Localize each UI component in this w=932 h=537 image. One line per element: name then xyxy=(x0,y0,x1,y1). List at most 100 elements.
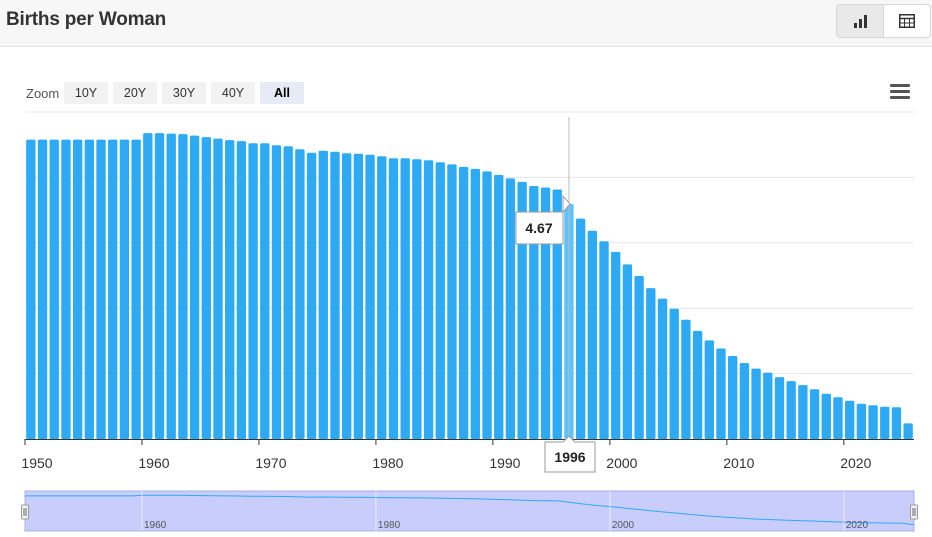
hamburger-menu-icon[interactable] xyxy=(890,84,910,100)
bar-1988 xyxy=(470,168,481,439)
bar-1969 xyxy=(248,143,258,439)
bar-2022 xyxy=(868,405,878,439)
bar-1953 xyxy=(61,139,71,440)
bar-1982 xyxy=(400,158,410,439)
year-tooltip-box xyxy=(544,435,596,473)
bar-2024 xyxy=(891,407,902,439)
year-tooltip: 1996 xyxy=(544,435,596,473)
bar-1985 xyxy=(435,162,445,439)
bar-1992 xyxy=(517,181,527,439)
navigator-label-2000: 2000 xyxy=(612,520,635,531)
value-tooltip-text: 4.67 xyxy=(525,220,552,236)
bar-2015 xyxy=(786,381,796,439)
bar-1956 xyxy=(96,139,106,440)
value-tooltip: 4.67 xyxy=(515,194,571,245)
bar-1990 xyxy=(494,174,504,439)
bar-2021 xyxy=(856,403,867,439)
bar-1973 xyxy=(295,149,305,440)
bar-2017 xyxy=(809,389,820,439)
bar-1986 xyxy=(447,164,457,439)
bar-1993 xyxy=(529,185,539,439)
bar-1951 xyxy=(37,139,48,440)
bar-1968 xyxy=(236,141,247,439)
navigator-left-handle[interactable] xyxy=(21,504,29,520)
zoom-20y-button[interactable]: 20Y xyxy=(113,82,157,104)
bar-1978 xyxy=(353,153,364,439)
navigator-range xyxy=(24,490,915,532)
zoom-10y-button[interactable]: 10Y xyxy=(64,82,108,104)
bar-2019 xyxy=(833,397,843,439)
bar-2020 xyxy=(844,400,855,439)
bar-1958 xyxy=(119,139,130,440)
chart-view-button[interactable] xyxy=(837,5,884,37)
bar-2011 xyxy=(739,363,750,439)
value-tooltip-box xyxy=(515,194,571,245)
bar-1967 xyxy=(225,140,235,440)
bar-2002 xyxy=(634,276,644,439)
bar-1970 xyxy=(260,143,270,439)
bar-1974 xyxy=(306,152,317,439)
bar-1977 xyxy=(342,153,352,439)
navigator-label-1980: 1980 xyxy=(378,520,401,531)
bar-1959 xyxy=(131,139,141,440)
bar-1972 xyxy=(283,146,293,439)
x-tick-label-1980: 1980 xyxy=(372,455,403,471)
zoom-40y-button[interactable]: 40Y xyxy=(211,82,255,104)
x-tick-label-1950: 1950 xyxy=(21,455,52,471)
bar-2003 xyxy=(646,288,656,439)
bar-1960 xyxy=(143,133,153,439)
bar-1955 xyxy=(84,139,95,440)
x-tick-label-2010: 2010 xyxy=(723,455,754,471)
bar-1989 xyxy=(482,171,492,440)
bar-1984 xyxy=(423,160,434,440)
bar-2006 xyxy=(681,319,691,439)
bar-2014 xyxy=(774,377,785,439)
bar-1966 xyxy=(213,138,223,439)
bar-2012 xyxy=(751,368,761,439)
bar-2005 xyxy=(669,308,679,439)
bar-2023 xyxy=(880,406,890,439)
bar-2016 xyxy=(798,385,808,439)
bar-2000 xyxy=(611,251,621,439)
navigator-label-1960: 1960 xyxy=(144,520,167,531)
page-title: Births per Woman xyxy=(6,9,167,30)
bar-1979 xyxy=(365,154,375,439)
bar-2008 xyxy=(704,340,714,439)
bar-2018 xyxy=(821,393,831,439)
bar-2010 xyxy=(728,355,738,439)
header-bar: Births per Woman xyxy=(0,0,932,47)
navigator-series-line xyxy=(25,494,915,526)
bar-2025 xyxy=(903,423,913,439)
x-tick-label-1960: 1960 xyxy=(138,455,169,471)
bar-1994 xyxy=(540,187,551,439)
zoom-all-button[interactable]: All xyxy=(260,82,304,104)
bar-2009 xyxy=(716,348,726,439)
bar-1997 xyxy=(575,218,586,439)
bar-1961 xyxy=(154,133,165,439)
bar-1950 xyxy=(26,139,36,440)
bar-1976 xyxy=(330,151,340,440)
zoom-30y-button[interactable]: 30Y xyxy=(162,82,206,104)
bar-1983 xyxy=(412,159,422,440)
table-icon xyxy=(899,14,915,28)
bar-1998 xyxy=(587,230,597,439)
bar-chart-icon xyxy=(854,15,867,28)
bar-2013 xyxy=(763,372,773,439)
bar-1954 xyxy=(72,139,83,440)
bar-1999 xyxy=(599,241,609,439)
view-toggle xyxy=(836,4,931,38)
navigator-right-handle[interactable] xyxy=(910,504,918,520)
bar-1962 xyxy=(166,133,176,439)
bar-1971 xyxy=(271,145,282,439)
bar-1963 xyxy=(178,134,188,439)
x-tick-label-2000: 2000 xyxy=(606,455,637,471)
bar-1987 xyxy=(458,166,469,439)
bar-2007 xyxy=(692,330,703,439)
table-view-button[interactable] xyxy=(884,5,930,37)
bar-1964 xyxy=(189,135,200,439)
bar-1981 xyxy=(388,158,399,439)
bar-1995 xyxy=(552,189,562,439)
x-tick-label-1990: 1990 xyxy=(489,455,520,471)
year-tooltip-text: 1996 xyxy=(554,449,585,465)
